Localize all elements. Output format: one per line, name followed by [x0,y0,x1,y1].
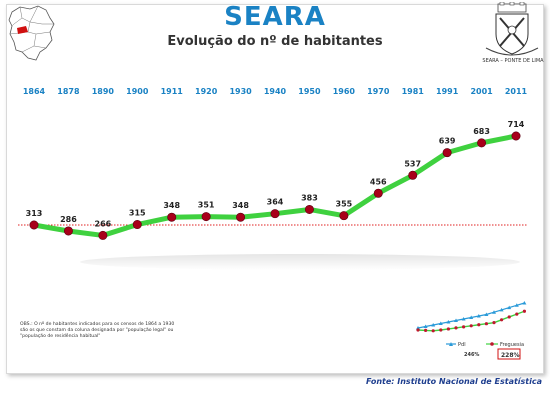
x-tick-label: 1864 [23,87,46,96]
data-label: 714 [508,120,525,129]
data-label: 348 [232,201,249,210]
data-point [270,209,280,219]
mini-pdl-point [492,310,496,314]
data-label: 313 [26,209,43,218]
page-title: SEARA [224,2,326,32]
data-point [63,226,73,236]
x-tick-label: 1950 [298,87,321,96]
growth-freguesia: 228% [501,352,520,359]
mini-freguesia-point [469,324,473,328]
data-point [167,212,177,222]
data-point [511,131,521,141]
x-tick-label: 1878 [57,87,80,96]
data-label: 351 [198,201,215,210]
mini-freguesia-point [416,328,420,332]
x-tick-label: 2011 [505,87,528,96]
mini-pdl-point [484,312,489,316]
mini-freguesia-point [439,328,443,332]
mini-freguesia-point [446,327,450,331]
mini-freguesia-point [431,329,435,333]
x-tick-label: 1920 [195,87,218,96]
data-label: 537 [404,159,421,168]
data-point [236,212,246,222]
data-label: 456 [370,177,387,186]
data-point [98,230,108,240]
crest-caption: SEARA – PONTE DE LIMA [482,58,544,64]
x-tick-label: 1991 [436,87,459,96]
x-tick-label: 1970 [367,87,390,96]
data-label: 286 [60,215,77,224]
mini-freguesia-point [484,322,488,326]
data-point [477,138,487,148]
x-tick-label: 1940 [264,87,287,96]
mini-pdl-point [499,307,504,312]
x-tick-label: 1890 [92,87,115,96]
x-tick-label: 1930 [229,87,252,96]
data-label: 266 [95,219,112,228]
x-tick-label: 2001 [470,87,493,96]
mini-pdl-point [416,326,420,330]
mini-pdl-point [469,315,474,319]
district-map-icon [8,5,55,61]
data-label: 315 [129,209,146,218]
mini-pdl-point [454,318,458,322]
mini-pdl-point [461,317,466,321]
mini-pdl-point [476,314,481,318]
mini-pdl-point [423,324,428,328]
legend-pdl-label: Pdl [458,342,466,348]
mini-freguesia-point [477,323,481,327]
x-tick-label: 1960 [333,87,356,96]
page-subtitle: Evolução do nº de habitantes [167,34,383,49]
slide-frame [6,4,544,374]
data-point [132,220,142,230]
comparison-mini-chart: Pdl Freguesia 246% 228% [416,301,527,360]
data-label: 639 [439,137,456,146]
freguesia-legend-icon [490,342,494,346]
data-label: 355 [336,200,353,209]
data-label: 383 [301,193,318,202]
mini-pdl-point [507,305,512,310]
x-tick-label: 1981 [402,87,425,96]
mini-freguesia-point [522,309,526,313]
data-point [201,212,211,222]
data-label: 364 [267,198,284,207]
mini-freguesia-point [424,328,428,332]
mini-freguesia-line [417,310,525,332]
legend-freguesia-label: Freguesia [500,342,524,348]
x-tick-label: 1900 [126,87,149,96]
mini-freguesia-point [515,312,519,316]
mini-pdl-point [522,301,527,305]
data-label: 348 [163,201,180,210]
mini-freguesia-point [500,318,504,322]
mini-pdl-point [431,323,436,327]
source-credit: Fonte: Instituto Nacional de Estatística [365,377,542,386]
data-point [339,211,349,221]
growth-freguesia-box [497,348,521,360]
data-label: 683 [473,127,490,136]
coat-of-arms-icon [485,2,539,56]
footnote: OBS.: O nº de habitantes indicados para … [20,322,175,339]
mini-freguesia-point [462,325,466,329]
data-point [29,220,39,230]
growth-pdl: 246% [464,352,479,358]
data-point [373,188,383,198]
data-point [408,170,418,180]
mini-freguesia-point [492,321,496,325]
mini-legend: Pdl Freguesia [446,342,524,348]
data-point [304,204,314,214]
mini-freguesia-point [507,315,511,319]
mini-freguesia-point [454,326,458,330]
mini-pdl-point [446,320,451,324]
pdl-legend-icon [449,342,453,346]
x-tick-label: 1911 [161,87,184,96]
data-point [442,148,452,158]
mini-pdl-point [514,303,519,307]
mini-pdl-point [438,321,443,325]
